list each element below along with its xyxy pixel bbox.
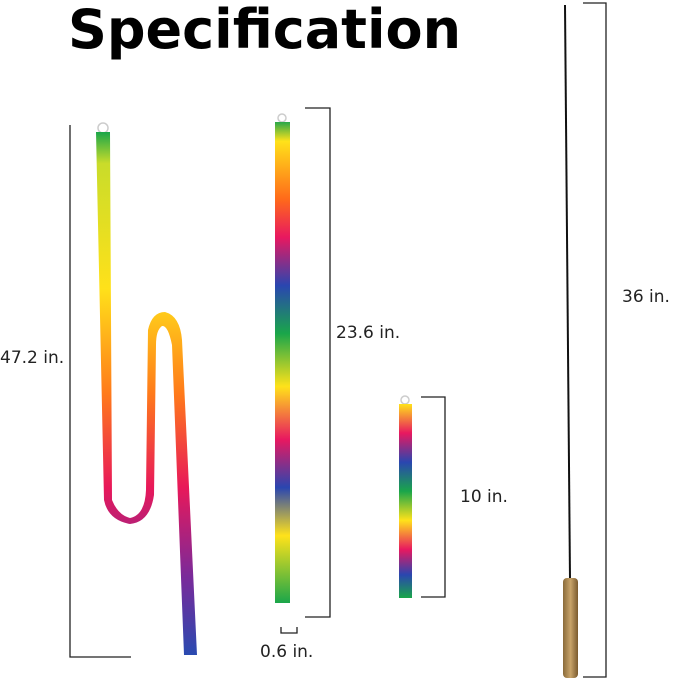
short-ribbon: [399, 395, 412, 598]
bracket: [69, 125, 131, 658]
bracket: [421, 396, 446, 598]
bracket: [280, 627, 298, 634]
dimension-label: 47.2 in.: [0, 348, 64, 368]
dimension-label: 10 in.: [460, 487, 508, 507]
wand: [563, 4, 578, 678]
medium-ribbon: [275, 113, 290, 603]
dimension-label: 36 in.: [622, 287, 670, 307]
long-ribbon: [96, 122, 197, 655]
bracket: [305, 107, 331, 618]
dimension-label: 0.6 in.: [260, 642, 313, 662]
dimension-label: 23.6 in.: [336, 323, 400, 343]
bracket: [583, 2, 607, 678]
title: Specification: [68, 0, 461, 61]
